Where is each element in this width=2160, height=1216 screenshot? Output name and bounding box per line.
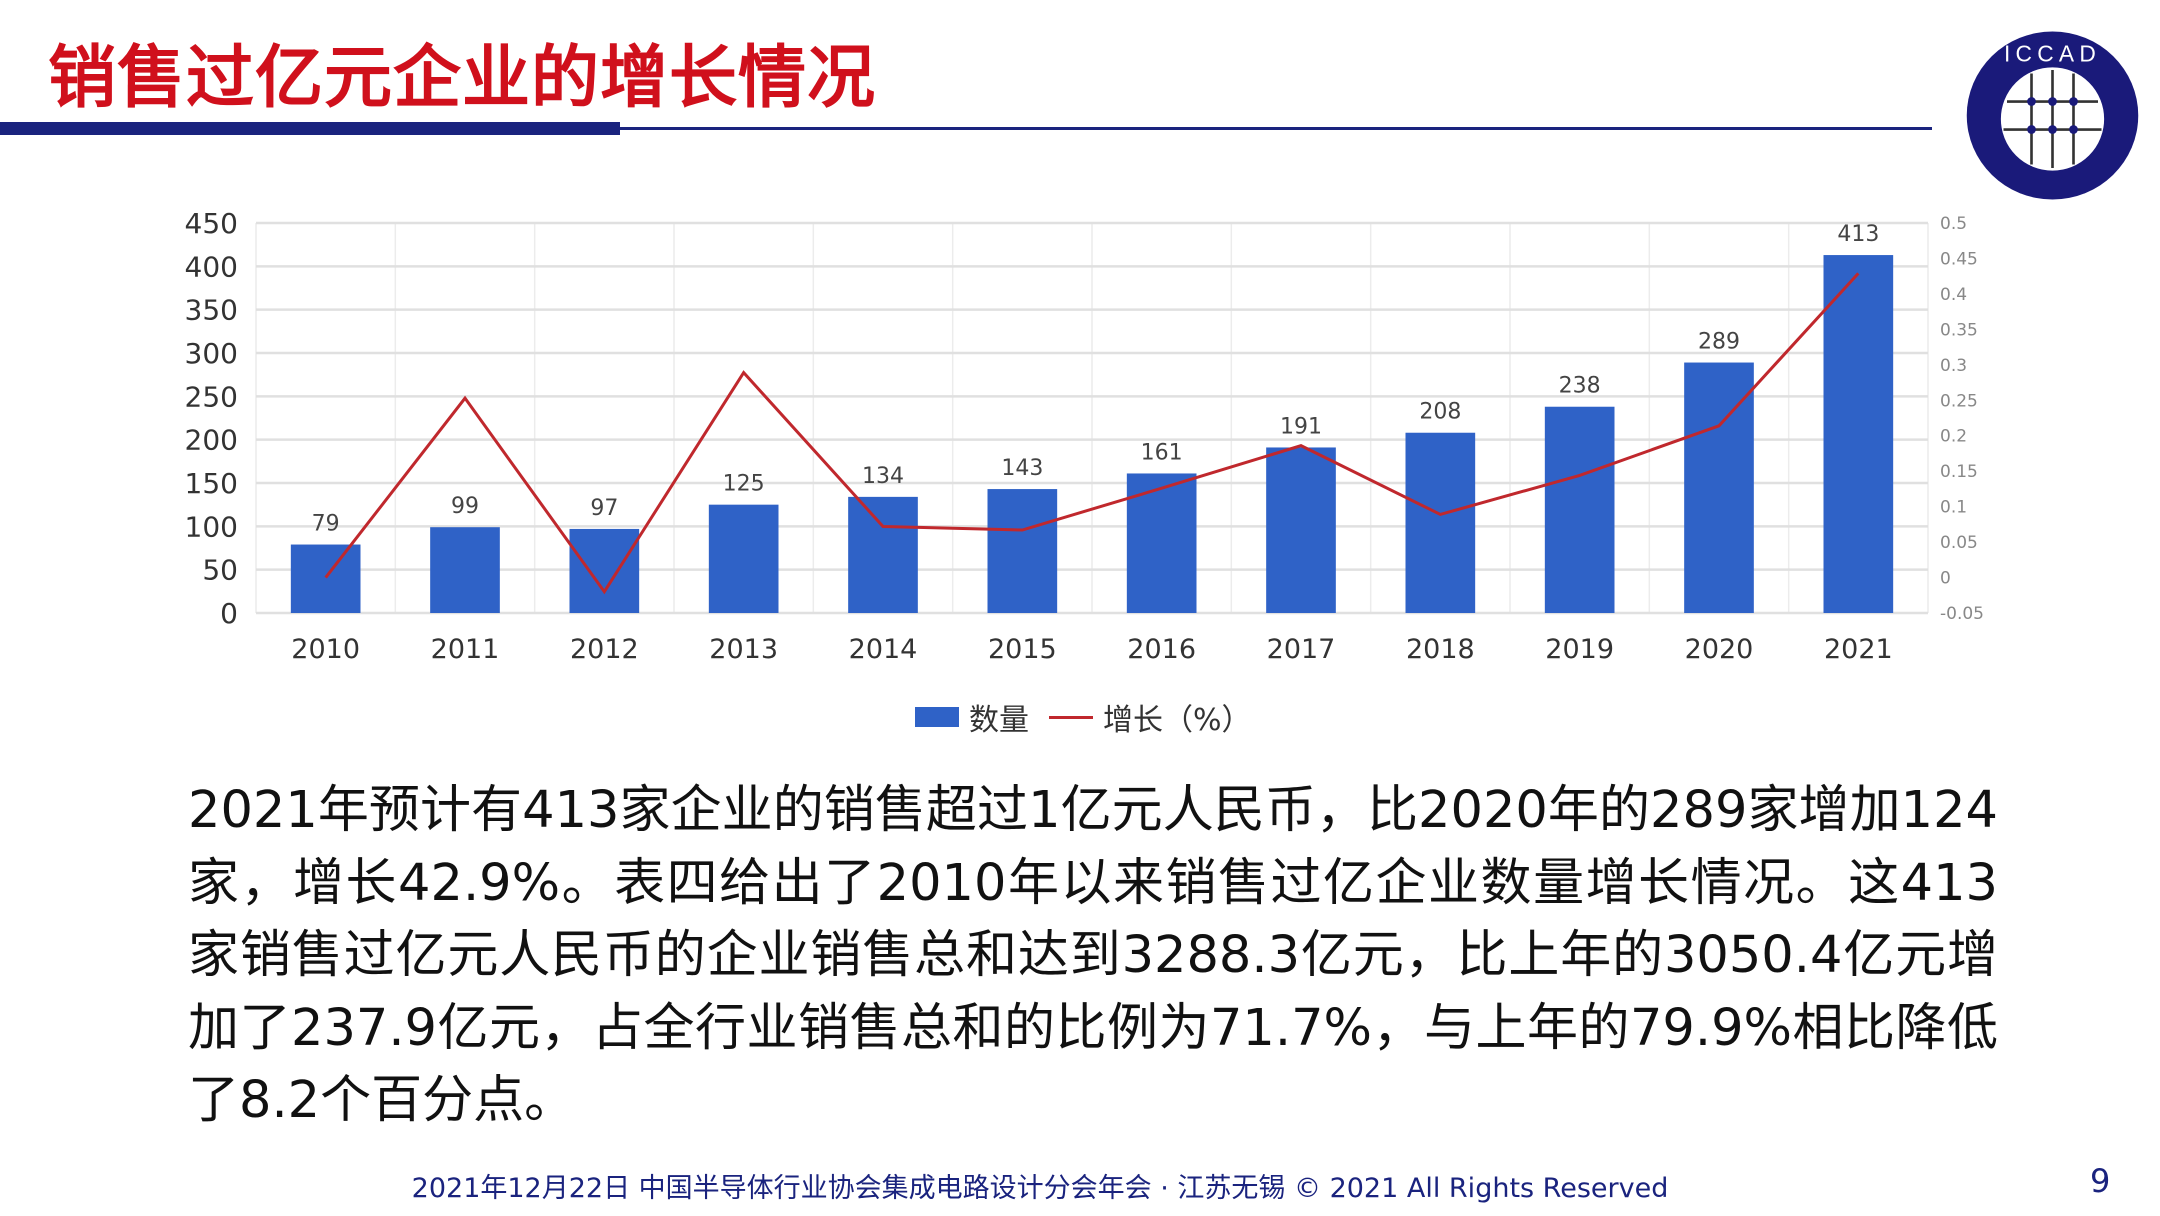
bar-data-label: 413 xyxy=(1837,222,1879,247)
bar-data-label: 161 xyxy=(1141,440,1183,465)
right-axis-tick: 0.4 xyxy=(1940,285,1967,305)
right-axis-tick: 0.25 xyxy=(1940,391,1978,411)
left-axis-tick: 400 xyxy=(185,250,238,283)
slide-title: 销售过亿元企业的增长情况 xyxy=(48,39,877,118)
bar-data-label: 143 xyxy=(1001,456,1043,481)
left-axis-tick: 150 xyxy=(185,467,238,500)
x-axis-tick: 2014 xyxy=(849,634,918,665)
left-axis-tick: 300 xyxy=(185,337,238,370)
right-axis-tick: 0.5 xyxy=(1940,214,1967,234)
left-axis-tick: 350 xyxy=(185,294,238,327)
svg-text:ICCAD: ICCAD xyxy=(2004,40,2101,66)
right-axis-tick: 0.45 xyxy=(1940,249,1978,269)
bar-data-label: 79 xyxy=(312,512,340,537)
title-underline-thick xyxy=(0,122,620,135)
page-number: 9 xyxy=(2090,1162,2111,1200)
bar-data-label: 238 xyxy=(1559,374,1601,399)
right-axis-tick: 0 xyxy=(1940,569,1951,589)
right-axis-tick: 0.05 xyxy=(1940,533,1978,553)
left-axis-tick: 100 xyxy=(185,510,238,543)
right-axis-tick: 0.1 xyxy=(1940,498,1967,518)
legend-bar-swatch xyxy=(915,707,959,727)
bar-2019 xyxy=(1544,406,1615,613)
description-paragraph: 2021年预计有413家企业的销售超过1亿元人民币，比2020年的289家增加1… xyxy=(188,781,1998,1130)
left-axis-tick: 0 xyxy=(220,597,238,630)
right-axis-tick: 0.3 xyxy=(1940,356,1967,376)
growth-line xyxy=(324,272,1860,595)
chart: 0 50 100 150 200 250 300 350 400 450 -0.05 0 0.05 0.1… xyxy=(185,207,1984,665)
right-axis-tick: -0.05 xyxy=(1940,604,1984,624)
left-axis-tick: 200 xyxy=(185,424,238,457)
right-axis-tick: 0.35 xyxy=(1940,320,1978,340)
right-axis-tick: 0.2 xyxy=(1940,427,1967,447)
x-axis-tick: 2015 xyxy=(988,634,1057,665)
right-axis-tick: 0.15 xyxy=(1940,462,1978,482)
x-axis-tick: 2013 xyxy=(709,634,778,665)
legend-bar-label: 数量 xyxy=(969,703,1029,738)
bar-2014 xyxy=(848,496,918,613)
bar-2015 xyxy=(987,489,1058,613)
bar-2011 xyxy=(430,527,500,613)
x-axis-tick: 2016 xyxy=(1127,634,1196,665)
title-underline-thin xyxy=(600,127,1932,130)
iccad-logo: ICCAD xyxy=(1966,31,2139,200)
bar-2021 xyxy=(1823,255,1894,614)
x-axis-tick: 2011 xyxy=(431,634,500,665)
x-axis-tick: 2021 xyxy=(1824,634,1893,665)
legend-line-label: 增长（%） xyxy=(1103,703,1252,738)
bar-2018 xyxy=(1405,432,1476,613)
left-axis-tick: 450 xyxy=(185,207,238,240)
x-axis-tick: 2017 xyxy=(1267,634,1336,665)
x-axis-tick: 2019 xyxy=(1545,634,1614,665)
footer: 2021年12月22日 中国半导体行业协会集成电路设计分会年会 · 江苏无锡 ©… xyxy=(0,1166,2160,1205)
bar-data-label: 208 xyxy=(1419,400,1461,425)
bar-2017 xyxy=(1266,447,1336,613)
left-axis-tick: 50 xyxy=(202,554,238,587)
bar-2010 xyxy=(290,544,361,613)
bar-data-label: 97 xyxy=(590,496,618,521)
bar-2012 xyxy=(569,528,640,613)
x-axis-tick: 2012 xyxy=(570,634,639,665)
bar-data-label: 191 xyxy=(1280,414,1322,439)
bar-data-label: 289 xyxy=(1698,330,1740,355)
bar-data-label: 99 xyxy=(451,494,479,519)
bar-data-label: 125 xyxy=(723,472,765,497)
legend: 数量 增长（%） xyxy=(915,695,1252,739)
bar-2020 xyxy=(1684,362,1754,613)
legend-line-swatch xyxy=(1049,715,1093,719)
bar-2013 xyxy=(708,504,779,613)
left-axis-tick: 250 xyxy=(185,380,238,413)
x-axis-tick: 2010 xyxy=(291,634,360,665)
x-axis-tick: 2018 xyxy=(1406,634,1475,665)
footer-text: 2021年12月22日 中国半导体行业协会集成电路设计分会年会 · 江苏无锡 ©… xyxy=(411,1173,1669,1204)
bar-data-label: 134 xyxy=(862,464,904,489)
x-axis-tick: 2020 xyxy=(1685,634,1754,665)
